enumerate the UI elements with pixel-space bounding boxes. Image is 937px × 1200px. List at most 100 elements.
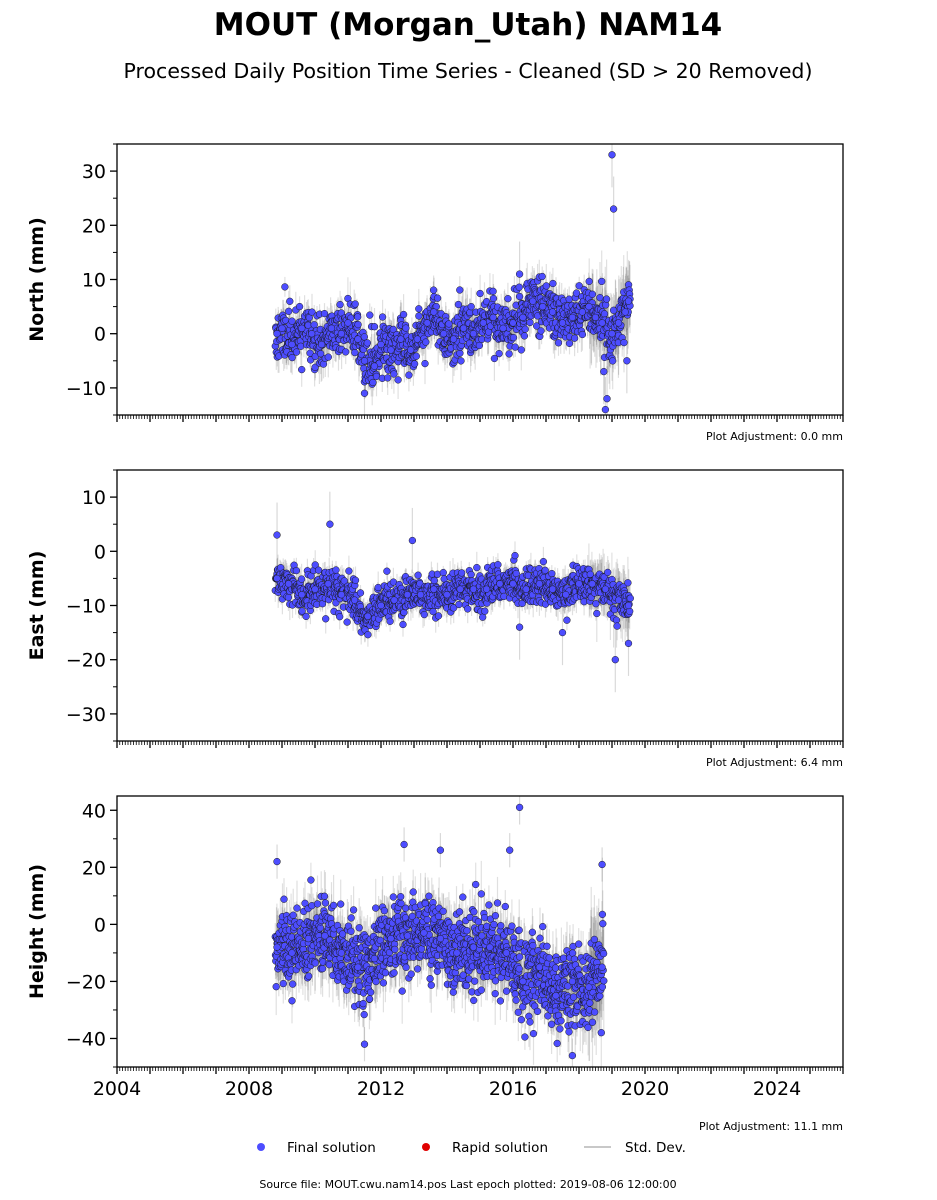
chart-subtitle: Processed Daily Position Time Series - C… xyxy=(124,59,813,83)
data-point xyxy=(421,359,429,368)
data-point xyxy=(505,350,513,358)
data-point xyxy=(456,349,464,357)
data-point xyxy=(455,600,463,609)
data-point xyxy=(598,319,606,327)
y-tick-label: 20 xyxy=(82,215,106,237)
data-point xyxy=(585,302,593,311)
data-point xyxy=(494,561,502,569)
outlier-point xyxy=(601,405,610,414)
data-point xyxy=(298,324,306,332)
data-point xyxy=(273,574,281,583)
data-point xyxy=(298,591,306,599)
stddev-bars xyxy=(274,144,631,415)
data-point xyxy=(320,309,329,318)
data-point xyxy=(288,317,296,325)
outlier-point xyxy=(273,531,281,539)
outlier-point xyxy=(515,623,524,631)
data-point xyxy=(354,313,362,321)
data-point xyxy=(489,313,497,322)
data-point xyxy=(327,324,336,332)
outlier-point xyxy=(515,270,524,278)
data-point xyxy=(414,571,422,579)
data-point xyxy=(377,601,385,610)
data-point xyxy=(535,580,544,588)
data-point xyxy=(298,607,306,615)
data-point xyxy=(568,313,577,322)
data-point xyxy=(585,277,593,286)
data-point xyxy=(422,338,430,346)
data-point xyxy=(363,339,371,347)
data-point xyxy=(456,585,464,593)
data-point xyxy=(412,352,420,360)
data-point xyxy=(415,305,423,313)
data-point xyxy=(278,324,286,332)
data-point xyxy=(542,282,550,290)
data-point xyxy=(601,585,610,593)
data-point xyxy=(554,339,563,347)
data-point xyxy=(458,569,466,577)
data-point xyxy=(517,346,525,354)
data-point xyxy=(604,568,612,577)
data-point xyxy=(366,311,374,319)
data-point xyxy=(430,576,438,585)
data-point xyxy=(509,319,517,327)
outlier-point xyxy=(603,395,611,403)
data-point xyxy=(570,334,579,342)
data-point xyxy=(284,593,293,602)
data-point xyxy=(430,585,438,593)
data-point xyxy=(311,585,319,593)
data-point xyxy=(443,591,451,599)
data-point xyxy=(533,322,541,330)
data-point xyxy=(482,585,491,593)
data-point xyxy=(399,620,407,629)
data-point xyxy=(344,319,352,327)
outlier-point xyxy=(600,367,608,376)
data-point xyxy=(529,297,537,305)
outlier-point xyxy=(609,205,618,213)
data-point xyxy=(405,371,413,379)
data-point xyxy=(476,289,484,298)
data-point xyxy=(284,580,293,588)
data-point xyxy=(519,313,527,322)
data-point xyxy=(390,370,398,378)
data-point xyxy=(588,580,596,588)
data-point xyxy=(286,297,294,305)
data-point xyxy=(285,307,293,315)
data-point xyxy=(413,335,421,343)
final-solution-points xyxy=(271,151,634,414)
data-point xyxy=(311,561,319,569)
data-point xyxy=(308,308,316,316)
data-point xyxy=(386,617,394,625)
data-point xyxy=(288,340,296,349)
y-tick-label: −30 xyxy=(66,704,106,726)
data-point xyxy=(354,320,362,329)
data-point xyxy=(526,318,534,327)
data-point xyxy=(624,297,633,305)
data-point xyxy=(541,566,549,574)
data-point xyxy=(504,295,512,303)
data-point xyxy=(614,596,623,604)
data-point xyxy=(439,568,447,577)
data-point xyxy=(399,310,408,319)
data-point xyxy=(464,605,472,613)
data-point xyxy=(394,376,402,384)
final-solution-points xyxy=(271,520,634,664)
data-point xyxy=(608,330,616,338)
data-point xyxy=(370,362,379,370)
data-point xyxy=(537,327,545,335)
data-point xyxy=(337,330,346,338)
data-point xyxy=(548,585,557,593)
data-point xyxy=(495,349,503,358)
data-point xyxy=(548,569,556,578)
data-point xyxy=(456,286,464,294)
data-point xyxy=(481,607,489,615)
data-point xyxy=(509,333,518,342)
data-point xyxy=(549,279,557,288)
data-point xyxy=(469,585,478,593)
data-point xyxy=(337,591,346,599)
chart-title: MOUT (Morgan_Utah) NAM14 xyxy=(214,7,722,43)
data-point xyxy=(378,313,387,321)
y-tick-label: 10 xyxy=(82,487,106,509)
outlier-point xyxy=(608,151,616,159)
